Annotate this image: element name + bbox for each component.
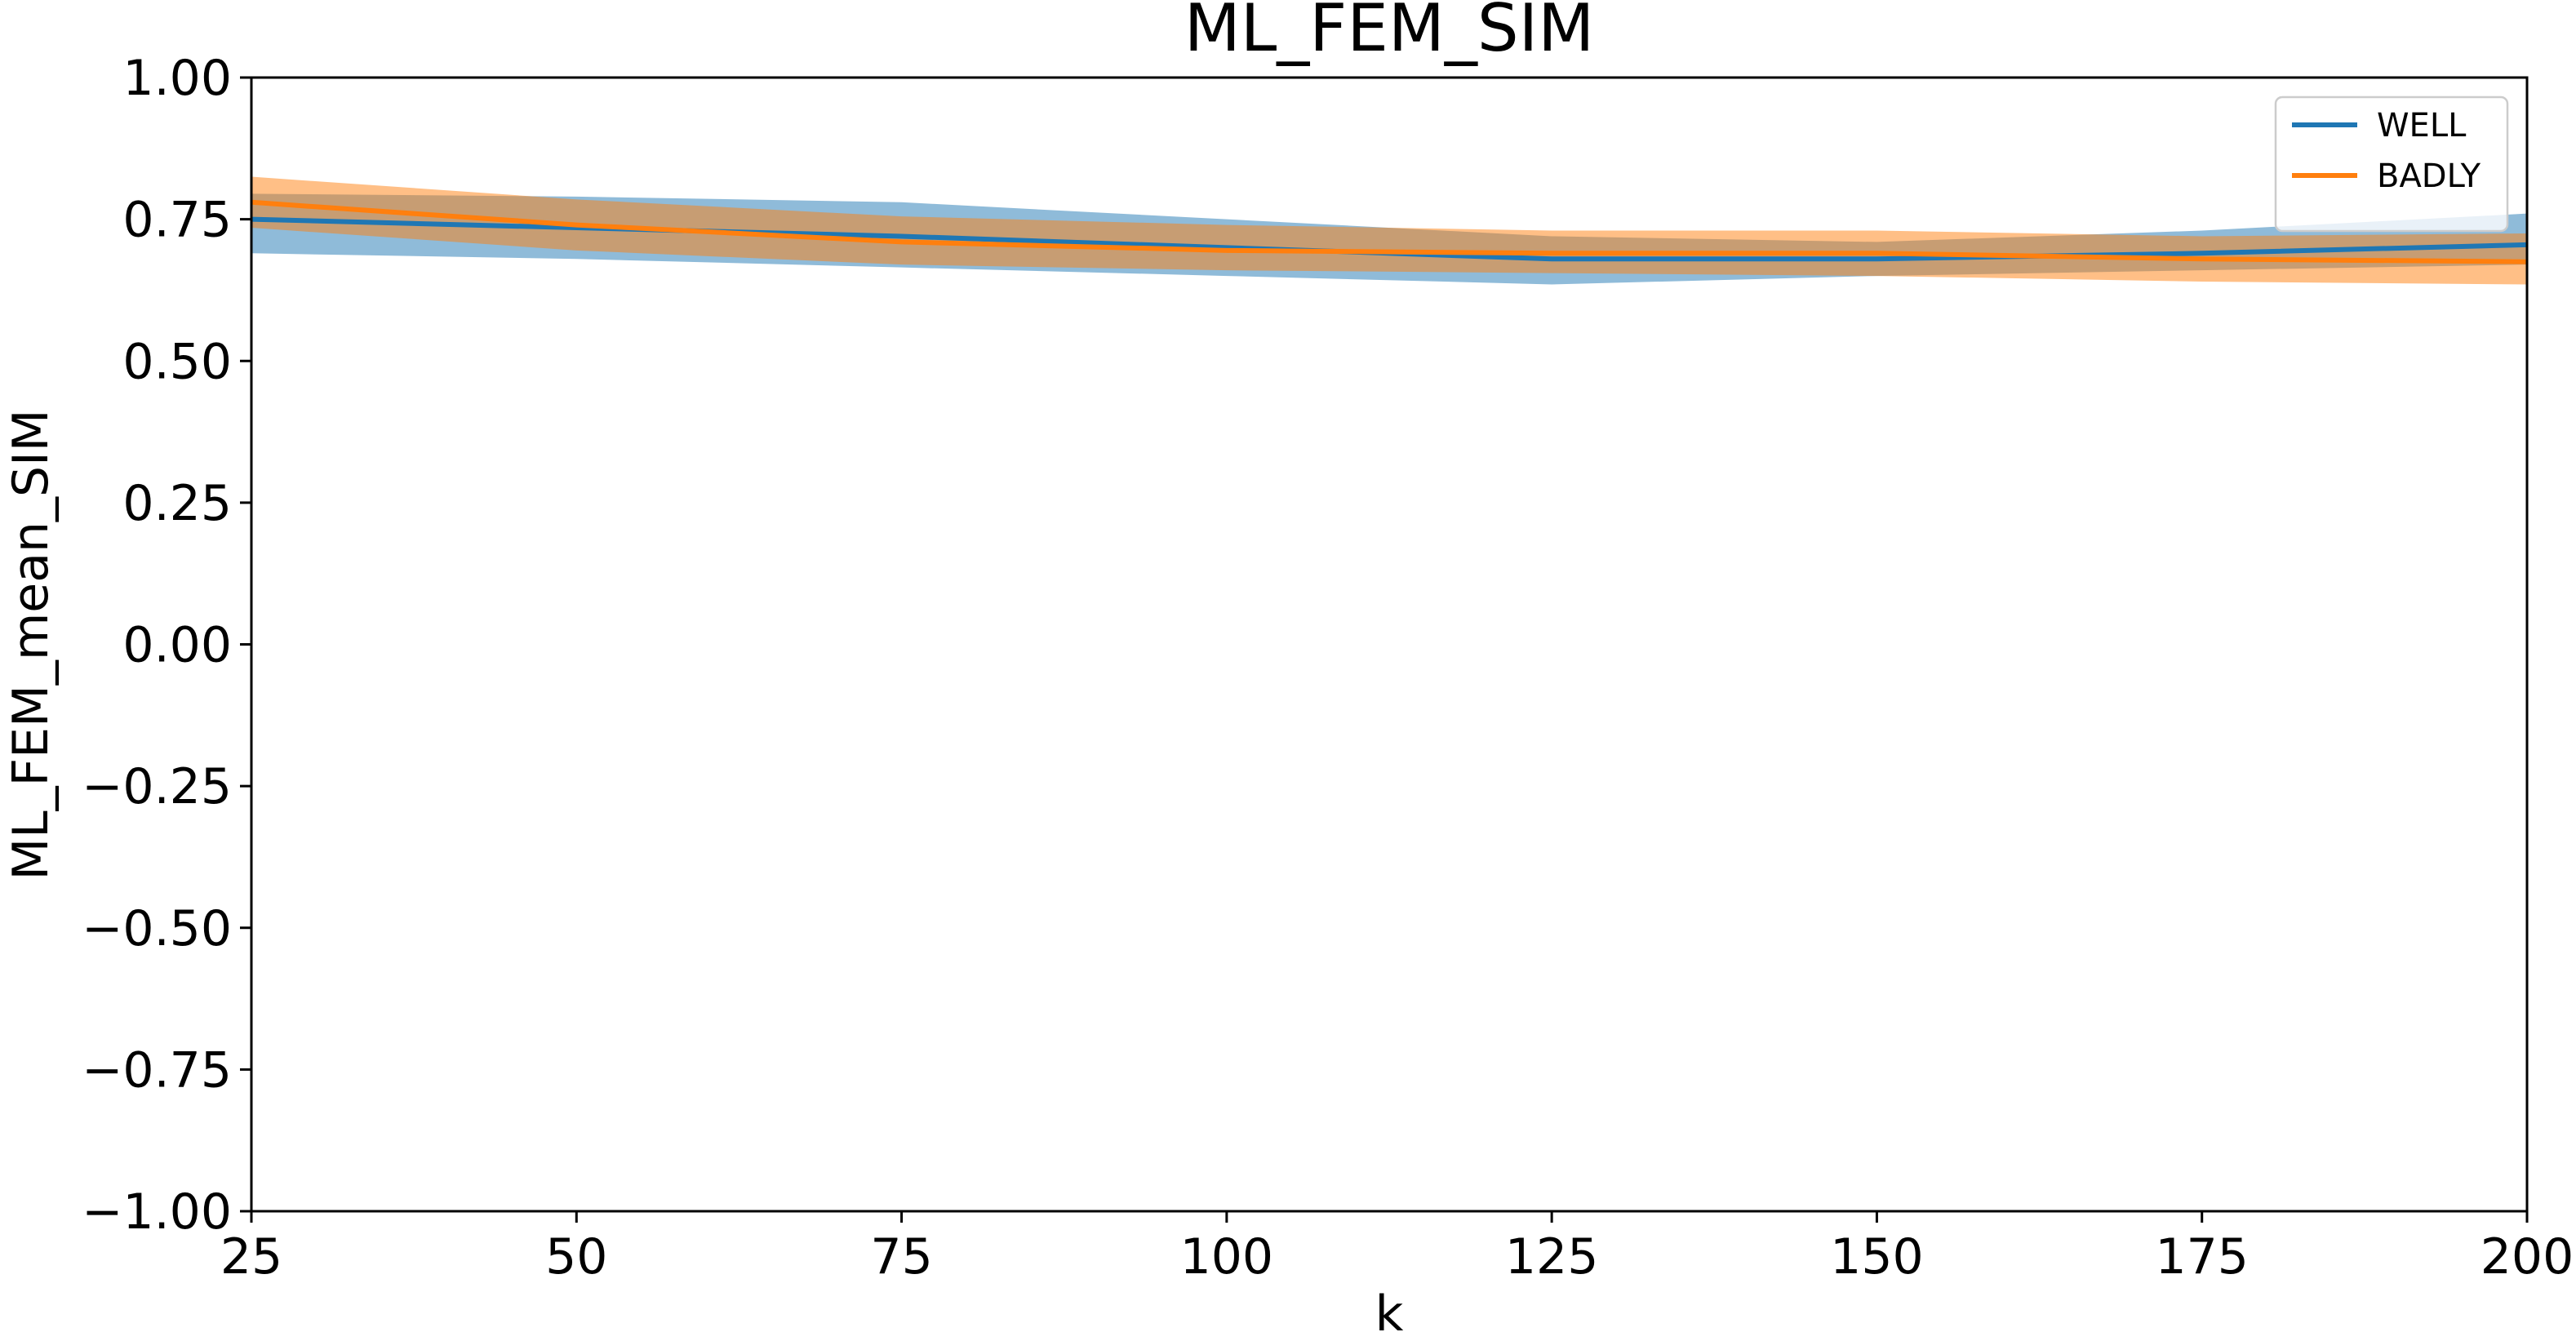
x-axis-label: k bbox=[1375, 1285, 1404, 1341]
y-tick-label: −0.25 bbox=[82, 758, 232, 815]
y-tick-label: 0.75 bbox=[122, 192, 232, 249]
legend-label: WELL bbox=[2377, 107, 2467, 144]
y-tick-label: −0.50 bbox=[82, 900, 232, 957]
x-tick-label: 125 bbox=[1505, 1228, 1599, 1285]
x-tick-label: 200 bbox=[2481, 1228, 2574, 1285]
legend-label: BADLY bbox=[2377, 158, 2481, 195]
y-tick-label: −1.00 bbox=[82, 1183, 232, 1241]
x-tick-label: 50 bbox=[545, 1228, 607, 1285]
y-tick-label: −0.75 bbox=[82, 1041, 232, 1099]
y-tick-label: 0.00 bbox=[122, 617, 232, 674]
plot-frame bbox=[250, 76, 2529, 1213]
x-tick-label: 150 bbox=[1830, 1228, 1924, 1285]
legend-box bbox=[2274, 95, 2509, 233]
y-axis-label: ML_FEM_mean_SIM bbox=[2, 409, 60, 880]
x-tick-label: 25 bbox=[220, 1228, 282, 1285]
y-tick-label: 0.25 bbox=[122, 475, 232, 532]
x-tick-label: 100 bbox=[1180, 1228, 1274, 1285]
x-tick-label: 75 bbox=[870, 1228, 932, 1285]
series-line bbox=[251, 199, 2527, 264]
x-tick-label: 175 bbox=[2155, 1228, 2249, 1285]
y-tick-label: 0.50 bbox=[122, 333, 232, 390]
chart-title: ML_FEM_SIM bbox=[1184, 0, 1595, 66]
y-tick-label: 1.00 bbox=[122, 50, 232, 107]
